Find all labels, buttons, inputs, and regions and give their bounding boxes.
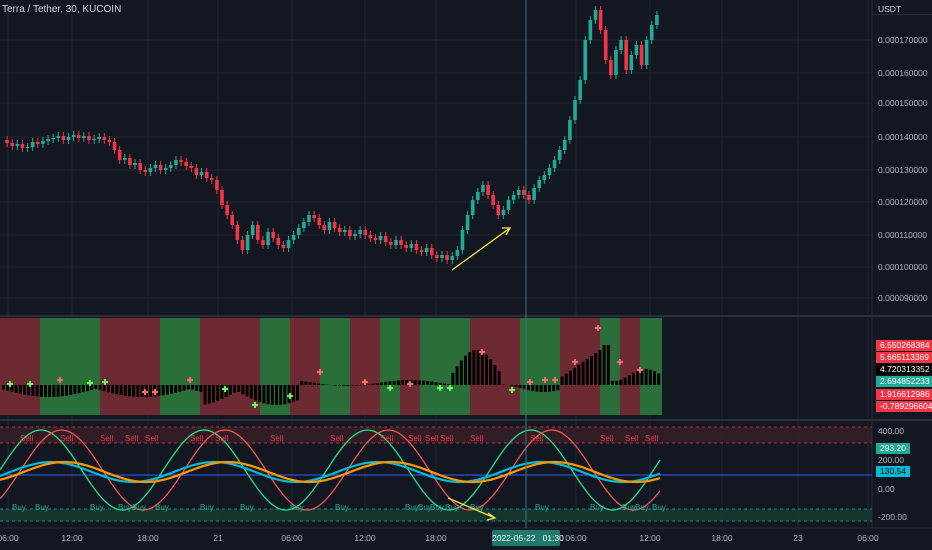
buy-label: Buy	[90, 503, 104, 512]
buy-label: Buy	[132, 503, 146, 512]
sell-signal-labels: Sell Sell Sell Sell Sell Sell Sell Sell Sell Sell…	[20, 434, 659, 443]
sell-label: Sell	[125, 434, 139, 443]
ind1-value-1: 6.550268384	[876, 340, 932, 351]
osc-axis-label-0: 0.00	[878, 484, 895, 494]
time-axis-label: 06:00	[281, 533, 303, 543]
buy-label: Buy	[445, 503, 459, 512]
buy-label: Buy	[652, 503, 666, 512]
sell-label: Sell	[270, 434, 284, 443]
grid-lines	[0, 0, 872, 528]
sell-label: Sell	[145, 434, 159, 443]
time-axis-label: 23	[793, 533, 803, 543]
price-axis-label: 0.000100000	[878, 262, 928, 272]
sell-label: Sell	[440, 434, 454, 443]
time-axis-label: 18:00	[425, 533, 447, 543]
sell-label: Sell	[600, 434, 614, 443]
buy-label: Buy	[418, 503, 432, 512]
buy-label: Buy	[405, 503, 419, 512]
sell-label: Sell	[530, 434, 544, 443]
sell-label: Sell	[645, 434, 659, 443]
trend-arrow-price	[451, 227, 512, 271]
time-axis-label: 12:00	[354, 533, 376, 543]
sell-label: Sell	[100, 434, 114, 443]
sell-label: Sell	[60, 434, 74, 443]
osc-axis-label-neg200: -200.00	[878, 512, 907, 522]
signal-crosses	[7, 325, 643, 408]
buy-label: Buy	[622, 503, 636, 512]
time-axis-label: 21	[213, 533, 223, 543]
sell-label: Sell	[330, 434, 344, 443]
buy-label: Buy	[635, 503, 649, 512]
osc-axis-label-200: 200.00	[878, 455, 904, 465]
ind1-value-4: 2.694852233	[876, 376, 932, 387]
time-axis-label: 06:00	[565, 533, 587, 543]
sell-label: Sell	[470, 434, 484, 443]
sell-label: Sell	[380, 434, 394, 443]
price-axis-label: 0.000110000	[878, 230, 928, 240]
buy-label: Buy	[35, 503, 49, 512]
buy-label: Buy	[155, 503, 169, 512]
osc-axis-label-400: 400.00	[878, 426, 904, 436]
ind1-value-2: 5.665113369	[876, 352, 932, 363]
buy-label: Buy	[240, 503, 254, 512]
buy-label: Buy	[430, 503, 444, 512]
time-axis-label: 12:00	[639, 533, 661, 543]
currency-label[interactable]: USDT	[872, 0, 932, 15]
time-axis-label: 18:00	[137, 533, 159, 543]
buy-label: Buy	[290, 503, 304, 512]
price-axis-label: 0.000130000	[878, 165, 928, 175]
sell-label: Sell	[215, 434, 229, 443]
time-axis-label: 18:00	[711, 533, 733, 543]
buy-label: Buy	[12, 503, 26, 512]
price-candles	[5, 6, 659, 264]
time-axis-label: 06:00	[0, 533, 19, 543]
price-axis-label: 0.000090000	[878, 293, 928, 303]
price-axis-label: 0.000170000	[878, 35, 928, 45]
buy-label: Buy	[118, 503, 132, 512]
sell-label: Sell	[190, 434, 204, 443]
oscillator-pane	[0, 426, 872, 522]
sell-label: Sell	[20, 434, 34, 443]
symbol-title[interactable]: Terra / Tether, 30, KUCOIN	[2, 4, 122, 15]
price-axis-label: 0.000160000	[878, 68, 928, 78]
trend-arrow-oscillator	[447, 497, 497, 521]
momentum-histogram	[2, 345, 661, 405]
ind1-value-6: -0.789296604	[876, 401, 932, 412]
buy-label: Buy	[470, 503, 484, 512]
ind1-value-3: 4.720313352	[876, 364, 932, 375]
price-axis-label: 0.000150000	[878, 98, 928, 108]
crosshair-date-label: 2022-05-22 01:30	[492, 530, 564, 546]
time-axis-label: 06:00	[857, 533, 879, 543]
ind1-value-5: 1.916612986	[876, 389, 932, 400]
osc-value-green: 293.20	[876, 443, 910, 454]
buy-label: Buy	[535, 503, 549, 512]
sell-label: Sell	[425, 434, 439, 443]
osc-value-blue: 130.54	[876, 466, 910, 477]
buy-label: Buy	[200, 503, 214, 512]
price-axis-label: 0.000120000	[878, 197, 928, 207]
buy-label: Buy	[335, 503, 349, 512]
sell-label: Sell	[625, 434, 639, 443]
sell-label: Sell	[408, 434, 422, 443]
time-axis-label: 12:00	[61, 533, 83, 543]
trend-background-bands	[0, 318, 662, 415]
price-axis-label: 0.000140000	[878, 132, 928, 142]
buy-label: Buy	[590, 503, 604, 512]
